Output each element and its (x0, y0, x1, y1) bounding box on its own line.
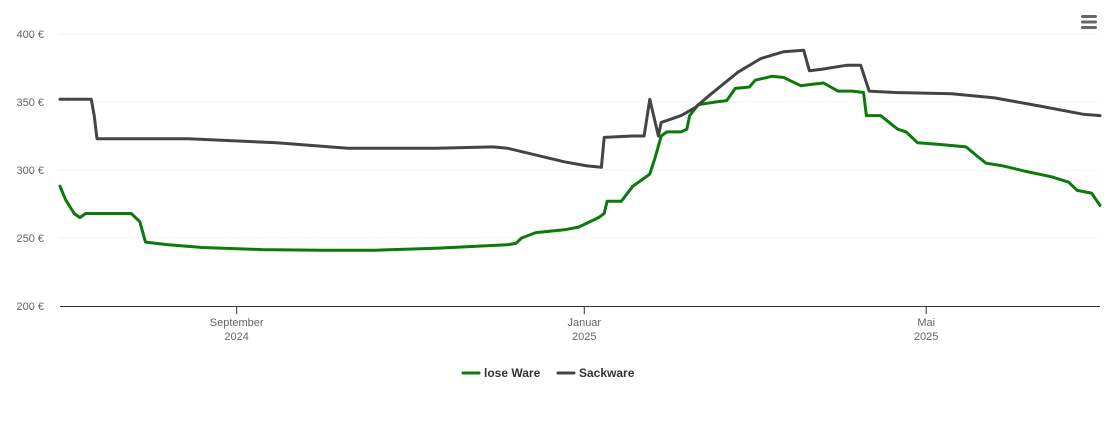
legend[interactable]: lose Ware Sackware (461, 366, 635, 380)
x-tick-label: Januar (567, 317, 601, 329)
y-tick-label: 200 € (16, 301, 44, 313)
x-tick-sublabel: 2025 (572, 331, 596, 343)
x-axis: September 2024 Januar 2025 Mai 2025 (60, 306, 1100, 343)
y-tick-label: 400 € (16, 29, 44, 41)
y-axis: 200 € 250 € 300 € 350 € 400 € (16, 29, 44, 313)
y-tick-label: 300 € (16, 165, 44, 177)
x-tick-sublabel: 2024 (224, 331, 248, 343)
legend-item[interactable]: Sackware (556, 366, 635, 380)
legend-item[interactable]: lose Ware (461, 366, 541, 380)
series-line-sackware[interactable] (58, 48, 1102, 169)
legend-label: lose Ware (484, 366, 541, 380)
legend-label: Sackware (579, 366, 635, 380)
series-lines (58, 48, 1102, 252)
x-tick-label: Mai (917, 317, 935, 329)
series-line-lose-ware[interactable] (58, 74, 1102, 252)
x-tick-label: September (210, 317, 264, 329)
y-tick-label: 250 € (16, 233, 44, 245)
grid (60, 33, 1100, 239)
y-tick-label: 350 € (16, 97, 44, 109)
hamburger-menu-icon[interactable] (1079, 13, 1099, 31)
x-tick-sublabel: 2025 (914, 331, 938, 343)
